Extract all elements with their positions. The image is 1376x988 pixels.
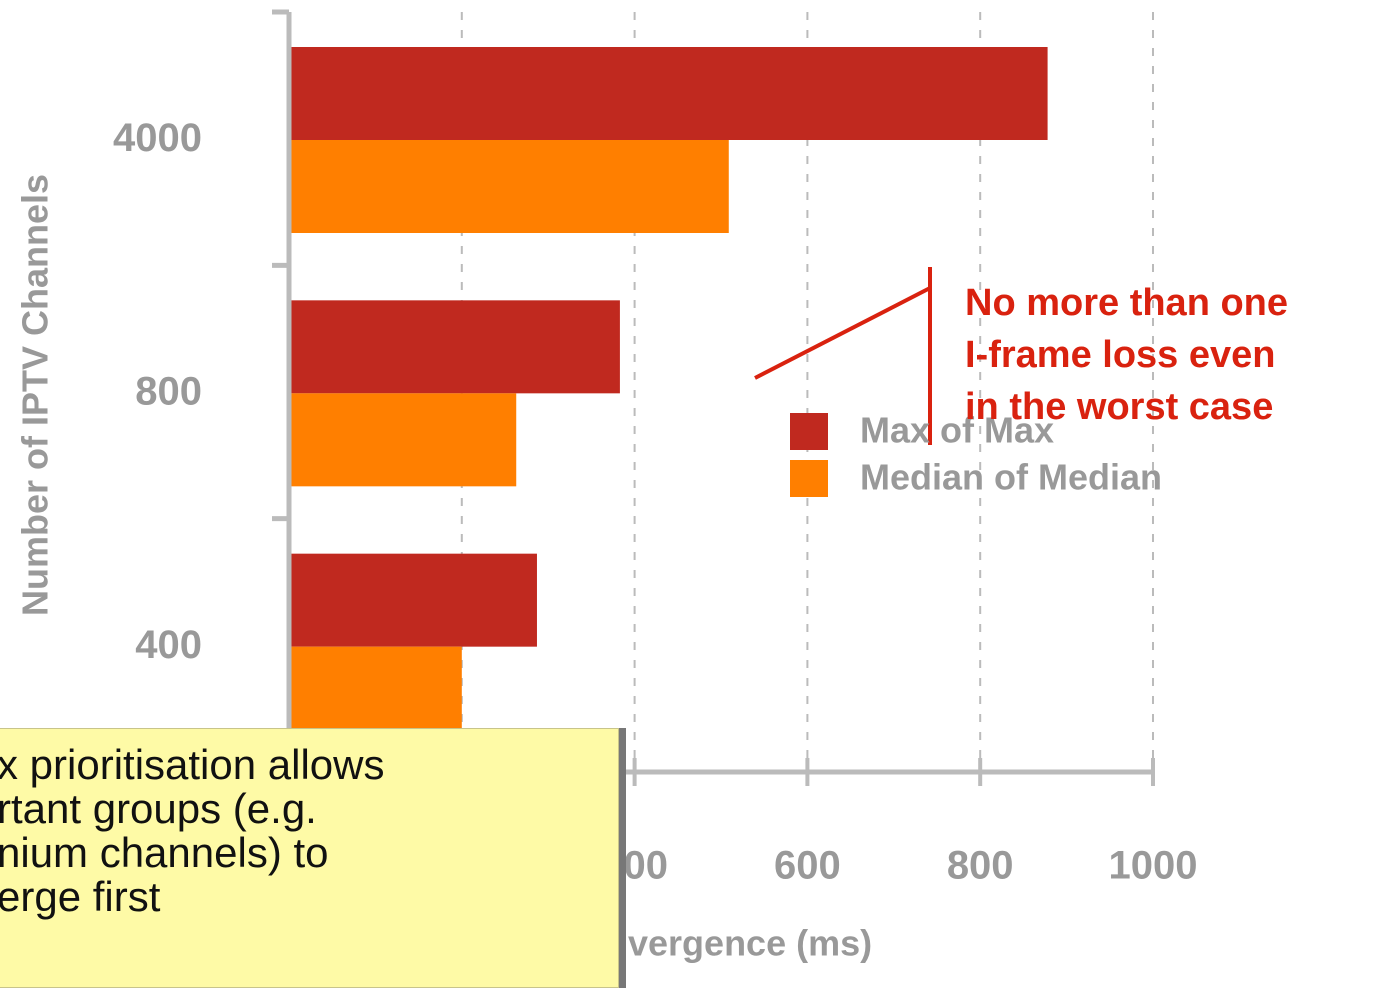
- bar: [289, 393, 517, 487]
- bar: [289, 300, 620, 394]
- bar: [289, 553, 537, 647]
- note-line: x prioritisation allows: [0, 741, 385, 788]
- annotation-text: No more than one: [965, 282, 1288, 324]
- bar: [289, 47, 1048, 140]
- legend-label: Median of Median: [860, 457, 1162, 498]
- x-tick-label: 600: [774, 844, 841, 888]
- x-tick-label: 1000: [1109, 844, 1198, 888]
- x-axis-title: vergence (ms): [628, 923, 872, 964]
- annotation-line: [754, 286, 931, 380]
- legend-label: Max of Max: [860, 410, 1054, 451]
- legend-swatch: [790, 413, 828, 450]
- note-line: nium channels) to: [0, 829, 329, 876]
- note-line: erge first: [0, 873, 161, 920]
- y-tick-label: 4000: [113, 116, 202, 160]
- annotation-text: in the worst case: [965, 386, 1273, 428]
- bar: [289, 140, 729, 233]
- y-tick-label: 400: [135, 623, 202, 667]
- y-tick-label: 800: [135, 370, 202, 414]
- note-box: x prioritisation allows rtant groups (e.g…: [0, 728, 619, 988]
- legend-swatch: [790, 460, 828, 497]
- y-axis-title: Number of IPTV Channels: [15, 174, 56, 616]
- bar: [289, 646, 462, 740]
- note-line: rtant groups (e.g.: [0, 785, 317, 832]
- annotation-text: I-frame loss even: [965, 334, 1275, 376]
- x-tick-label: 800: [947, 844, 1014, 888]
